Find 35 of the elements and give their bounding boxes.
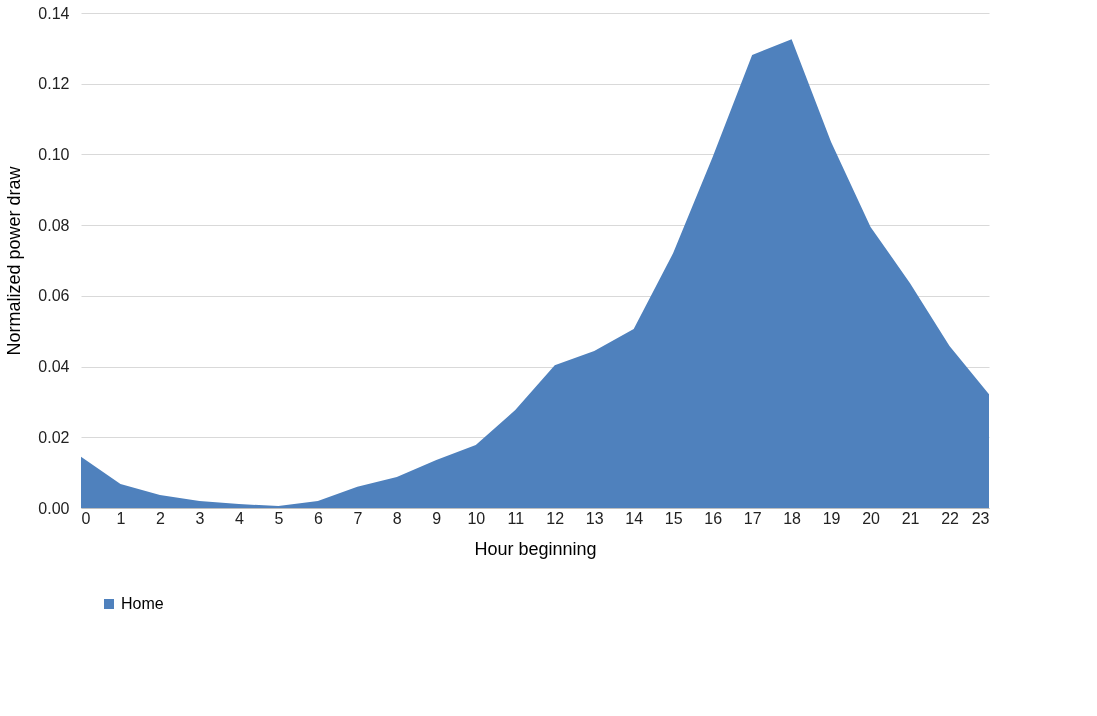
x-tick-label: 21 — [901, 509, 920, 527]
legend-label: Home — [121, 595, 164, 612]
y-tick-label: 0.12 — [38, 75, 70, 93]
x-tick-label: 16 — [704, 509, 723, 527]
y-tick-label: 0.02 — [38, 428, 70, 446]
x-tick-label: 12 — [546, 509, 565, 527]
x-tick-label: 0 — [81, 509, 91, 527]
x-axis-title: Hour beginning — [474, 538, 597, 559]
x-tick-label: 2 — [156, 509, 165, 527]
x-tick-label: 15 — [664, 509, 683, 527]
y-tick-label: 0.14 — [38, 4, 70, 22]
x-tick-label: 3 — [195, 509, 205, 527]
x-tick-label: 18 — [783, 509, 802, 527]
x-tick-label: 19 — [822, 509, 841, 527]
x-tick-label: 17 — [743, 509, 762, 527]
x-tick-label: 11 — [507, 509, 525, 527]
x-tick-label: 7 — [353, 509, 363, 527]
x-tick-label: 23 — [971, 509, 990, 527]
x-tick-label: 8 — [392, 509, 402, 527]
x-tick-label: 1 — [116, 509, 126, 527]
x-tick-label: 13 — [585, 509, 604, 527]
y-tick-label: 0.10 — [38, 145, 70, 163]
x-tick-label: 14 — [625, 509, 644, 527]
y-tick-label: 0.00 — [38, 499, 70, 517]
y-tick-label: 0.08 — [38, 216, 70, 234]
y-tick-label: 0.06 — [38, 287, 70, 305]
x-tick-label: 20 — [862, 509, 881, 527]
x-tick-label: 6 — [313, 509, 323, 527]
x-tick-label: 4 — [234, 509, 244, 527]
x-tick-label: 9 — [432, 509, 442, 527]
x-tick-label: 5 — [274, 509, 284, 527]
y-axis-title: Normalized power draw — [4, 165, 25, 356]
y-tick-label: 0.04 — [38, 358, 70, 376]
x-tick-label: 10 — [467, 509, 486, 527]
x-tick-label: 22 — [941, 509, 960, 527]
